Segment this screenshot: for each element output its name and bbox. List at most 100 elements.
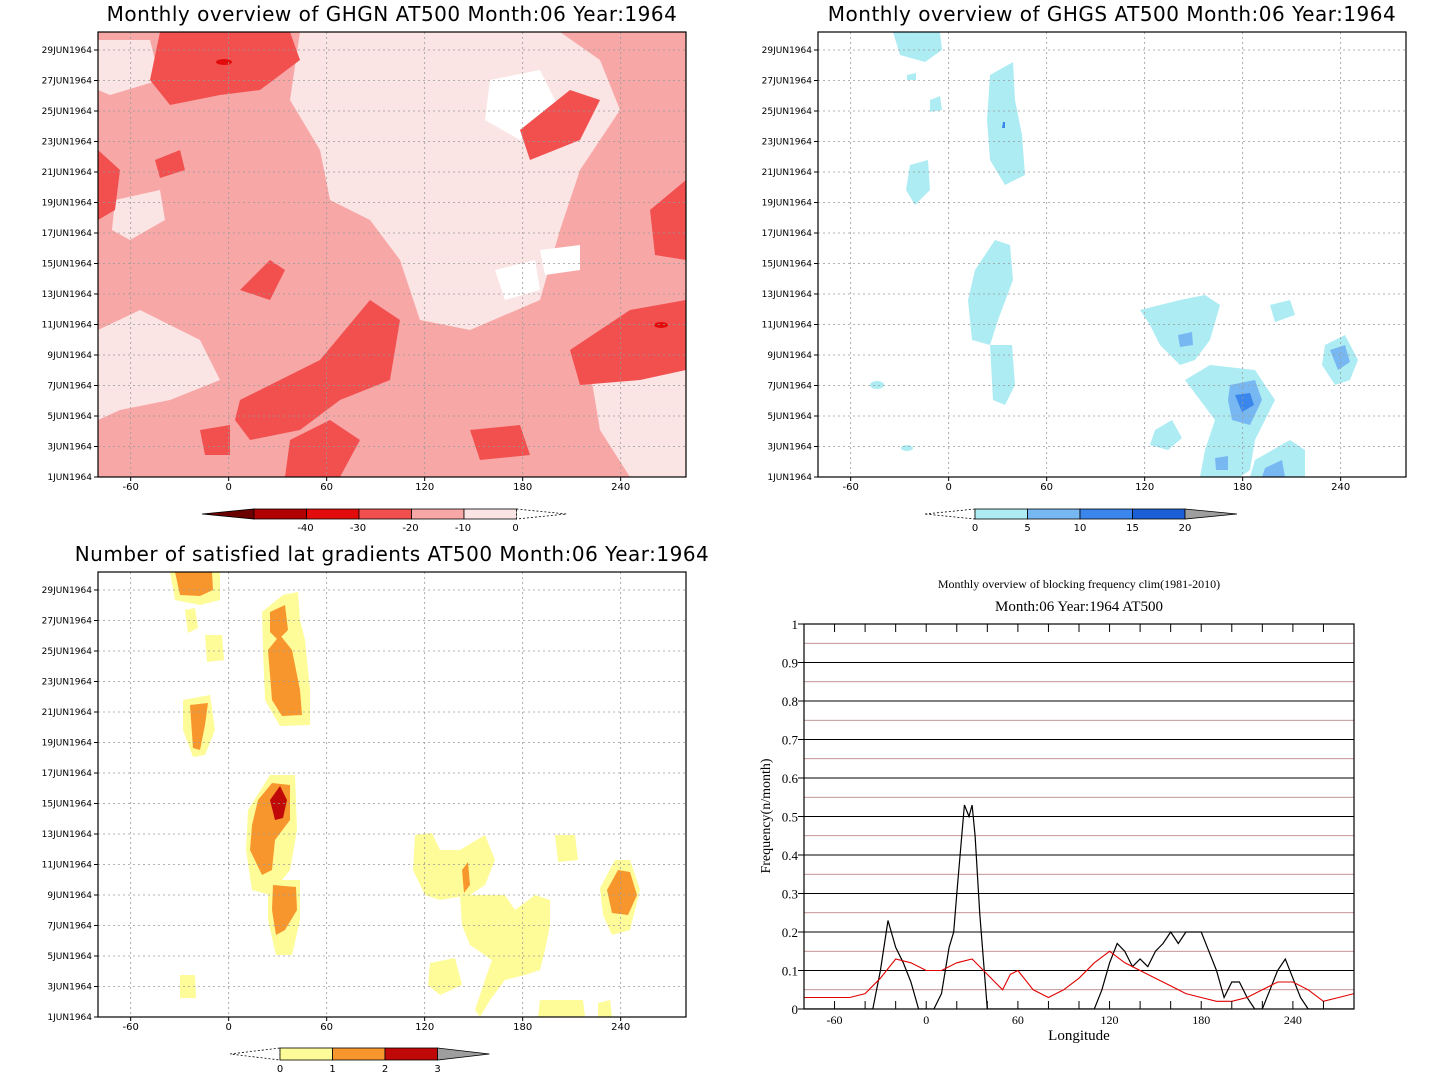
blocking-frequency-ylabel: Frequency(n/month) [759,758,774,873]
ghgs-frame [817,31,1407,478]
ghgs-y-tick-label: 13JUN1964 [762,290,813,300]
ghgs-high-region [1235,393,1254,412]
ghgn-y-tick-label: 15JUN1964 [42,260,93,270]
ghgn-colorbar-segment [306,508,360,520]
lat-gradients-mid-region [175,572,213,596]
ghgn-dark-region [235,300,400,440]
lat-gradients-colorbar-label: 3 [434,1064,440,1075]
lat-gradients-y-tick-label: 13JUN1964 [42,830,93,840]
lat-gradients-y-tick-label: 17JUN1964 [42,769,93,779]
ghgn-x-tick-label: 180 [513,482,532,493]
lat-gradients-y-tick-label: 27JUN1964 [42,617,93,627]
ghgs-x-tick-label: 0 [945,482,951,493]
ghgs-colorbar-over-arrow [1184,508,1238,520]
ghgs-x-tick-label: 120 [1135,482,1154,493]
blocking-frequency-x-tick-label: 60 [1012,1013,1024,1027]
ghgn-peak-region [216,59,232,65]
lat-gradients-mid-region [190,703,208,750]
lat-gradients-y-tick-label: 15JUN1964 [42,800,93,810]
ghgn-y-tick-label: 7JUN1964 [47,382,92,392]
ghgs-y-tick-label: 27JUN1964 [762,77,813,87]
blocking-frequency-x-ticks: -60 0 60 120 180 240 [803,624,1355,1027]
lat-gradients-region [413,833,495,900]
lat-gradients-mid-region [607,870,637,915]
ghgn-light-region [98,40,160,95]
lat-gradients-x-ticks: -60 0 60 120 180 240 [122,1017,630,1033]
blocking-frequency-series-climatology-line [804,950,1354,1002]
blocking-frequency-y-tick-label: 1 [792,617,799,632]
lat-gradients-region [428,958,462,995]
ghgs-region [1250,440,1305,477]
ghgn-light-region [98,310,220,420]
ghgs-x-tick-label: 60 [1040,482,1053,493]
ghgs-y-tick-label: 15JUN1964 [762,260,813,270]
ghgn-y-tick-label: 19JUN1964 [42,199,93,209]
panel-lat-gradients-title: Number of satisfied lat gradients AT500 … [75,542,710,566]
ghgs-colorbar-label: 15 [1126,523,1139,534]
ghgn-y-tick-label: 9JUN1964 [47,351,92,361]
ghgs-y-tick-label: 3JUN1964 [767,443,812,453]
ghgn-colorbar-segment [358,508,412,520]
blocking-frequency-y-tick-label: 0 [792,1002,799,1017]
ghgn-y-tick-label: 25JUN1964 [42,107,93,117]
ghgn-dark-region [240,260,285,300]
ghgn-x-tick-label: 120 [415,482,434,493]
lat-gradients-region [538,1000,585,1017]
lat-gradients-background-fill [98,572,686,1017]
ghgs-region [893,32,942,62]
ghgs-region [906,160,930,205]
ghgs-region [930,96,942,112]
ghgs-colorbar-label: 10 [1074,523,1087,534]
ghgn-dark-region [650,180,686,260]
ghgn-x-tick-label: 60 [320,482,333,493]
ghgs-mid-region [1262,460,1285,477]
lat-gradients-y-tick-label: 7JUN1964 [47,922,92,932]
lat-gradients-y-ticks: 1JUN1964 3JUN1964 5JUN1964 7JUN1964 9JUN1964… [42,586,98,1023]
lat-gradients-colorbar-segment [384,1047,438,1061]
ghgn-frame [97,31,687,478]
lat-gradients-colorbar-label: 1 [329,1064,335,1075]
blocking-frequency-lines [804,804,1354,1009]
lat-gradients-x-tick-label: 60 [320,1022,333,1033]
ghgn-x-tick-label: 240 [611,482,630,493]
blocking-frequency-y-tick-label: 0.6 [782,771,799,786]
ghgn-x-tick-label: -60 [122,482,138,493]
lat-gradients-grid [98,572,686,1017]
ghgs-y-tick-label: 1JUN1964 [767,473,812,483]
ghgn-y-tick-label: 3JUN1964 [47,443,92,453]
lat-gradients-x-tick-label: 180 [513,1022,532,1033]
lat-gradients-field [98,572,686,1017]
ghgn-dark-region [155,150,185,178]
ghgs-x-tick-label: -60 [842,482,858,493]
blocking-frequency-grid [804,642,1354,991]
lat-gradients-x-tick-label: 240 [611,1022,630,1033]
ghgs-y-tick-label: 17JUN1964 [762,229,813,239]
blocking-frequency-y-tick-label: 0.7 [782,733,799,748]
ghgn-white-region [540,245,580,275]
lat-gradients-y-tick-label: 11JUN1964 [42,861,93,871]
ghgs-grid [818,32,1406,477]
ghgs-colorbar-under-arrow [924,508,976,520]
ghgs-colorbar-segment [1132,508,1186,520]
ghgs-colorbar-segment [1079,508,1133,520]
panel-ghgs-title: Monthly overview of GHGS AT500 Month:06 … [828,2,1396,26]
ghgn-colorbar-label: 0 [512,523,518,534]
ghgs-y-ticks: 1JUN1964 3JUN1964 5JUN1964 7JUN1964 9JUN1964… [762,46,818,483]
ghgn-y-tick-label: 17JUN1964 [42,229,93,239]
lat-gradients-region [205,635,224,662]
blocking-frequency-subtitle: Month:06 Year:1964 AT500 [995,599,1163,615]
ghgn-field [98,32,686,477]
lat-gradients-mid-region [268,635,302,716]
ghgs-y-tick-label: 21JUN1964 [762,168,813,178]
ghgn-y-tick-label: 29JUN1964 [42,46,93,56]
ghgn-y-tick-label: 21JUN1964 [42,168,93,178]
lat-gradients-mid-region [272,885,297,935]
panel-lat-gradients: Number of satisfied lat gradients AT500 … [42,542,710,1075]
blocking-frequency-xlabel: Longitude [1048,1028,1110,1044]
ghgn-white-region [495,260,540,300]
lat-gradients-region [555,835,578,862]
ghgs-region [1270,300,1295,322]
ghgs-region [901,445,913,451]
ghgs-region [1140,295,1220,365]
